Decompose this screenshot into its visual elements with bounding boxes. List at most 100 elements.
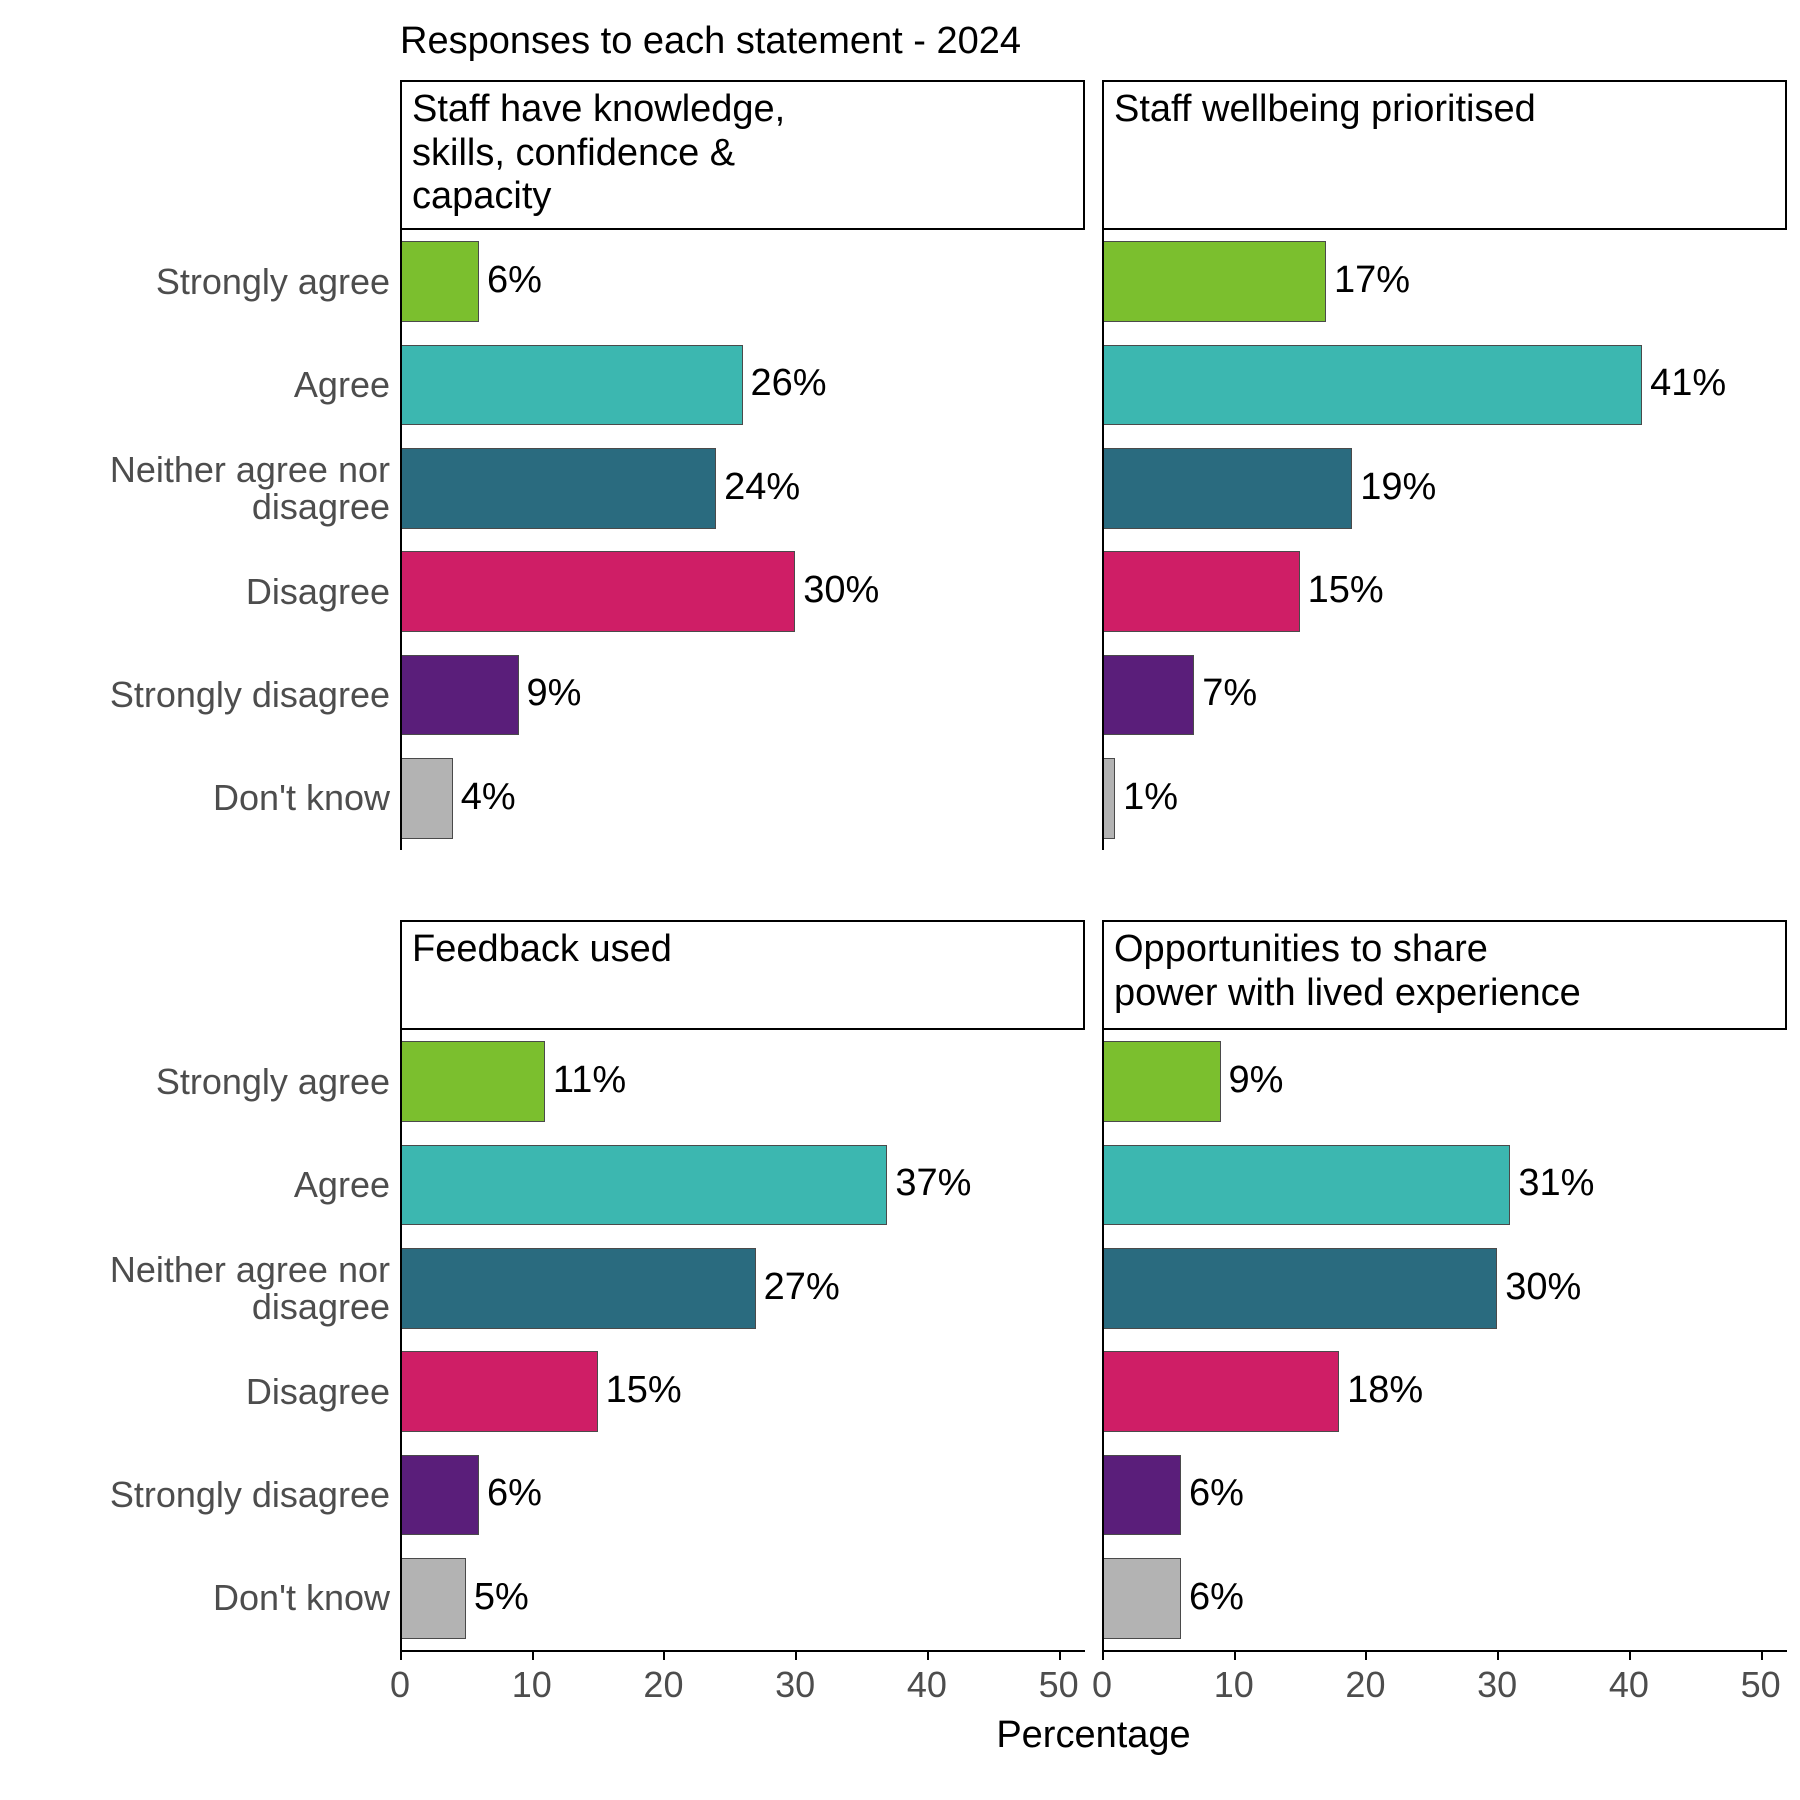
x-axis-tick <box>795 1650 797 1660</box>
x-axis-tick-label: 40 <box>1609 1664 1649 1706</box>
x-axis-tick-label: 30 <box>1477 1664 1517 1706</box>
x-axis-tick <box>1761 1650 1763 1660</box>
panel-strip-title: Staff have knowledge,skills, confidence … <box>412 88 785 219</box>
y-axis-category-label: Agree <box>40 366 390 404</box>
bar-value-label: 6% <box>487 1472 542 1515</box>
y-axis-line <box>400 1030 402 1650</box>
y-axis-category-label: Strongly agree <box>40 263 390 301</box>
bar <box>400 345 743 426</box>
panel-strip: Opportunities to sharepower with lived e… <box>1102 920 1787 1030</box>
panel-strip-title: Staff wellbeing prioritised <box>1114 88 1536 132</box>
y-axis-category-label: Neither agree nordisagree <box>40 1251 390 1327</box>
bar <box>400 655 519 736</box>
chart-title: Responses to each statement - 2024 <box>400 20 1021 63</box>
bar <box>400 1558 466 1639</box>
y-axis-category-label: Disagree <box>40 1373 390 1411</box>
bar-value-label: 41% <box>1650 362 1726 405</box>
panel-strip: Staff wellbeing prioritised <box>1102 80 1787 230</box>
bar-value-label: 17% <box>1334 259 1410 302</box>
x-axis-tick-label: 0 <box>1092 1664 1112 1706</box>
x-axis-tick-label: 0 <box>390 1664 410 1706</box>
x-axis-line <box>1102 1650 1787 1652</box>
bar <box>1102 1455 1181 1536</box>
chart-root: Responses to each statement - 2024 Strong… <box>0 0 1800 1800</box>
x-axis-tick <box>400 1650 402 1660</box>
bar <box>1102 551 1300 632</box>
panel-strip-title: Feedback used <box>412 928 672 972</box>
x-axis-tick <box>1059 1650 1061 1660</box>
plot-area: 9% 31% 30% 18% 6% 6% <box>1102 1030 1787 1650</box>
x-axis-tick-label: 10 <box>512 1664 552 1706</box>
y-axis-category-label: Strongly agree <box>40 1063 390 1101</box>
bar-value-label: 27% <box>764 1266 840 1309</box>
x-axis-tick <box>1102 1650 1104 1660</box>
bar-value-label: 15% <box>606 1369 682 1412</box>
x-axis-tick <box>1629 1650 1631 1660</box>
x-axis-tick <box>1365 1650 1367 1660</box>
x-axis-tick-label: 20 <box>643 1664 683 1706</box>
bar <box>400 241 479 322</box>
bar <box>400 1248 756 1329</box>
bar-value-label: 37% <box>895 1162 971 1205</box>
bar-value-label: 5% <box>474 1576 529 1619</box>
x-axis-tick-label: 20 <box>1345 1664 1385 1706</box>
bar-value-label: 4% <box>461 776 516 819</box>
y-axis-category-label: Disagree <box>40 573 390 611</box>
y-axis-category-label: Strongly disagree <box>40 1476 390 1514</box>
x-axis-tick <box>1497 1650 1499 1660</box>
panel-strip: Staff have knowledge,skills, confidence … <box>400 80 1085 230</box>
bar <box>1102 655 1194 736</box>
bar-value-label: 30% <box>1505 1266 1581 1309</box>
x-axis-tick-label: 50 <box>1039 1664 1079 1706</box>
bar <box>400 448 716 529</box>
bar-value-label: 26% <box>751 362 827 405</box>
y-axis-line <box>1102 230 1104 850</box>
y-axis-category-label: Neither agree nordisagree <box>40 451 390 527</box>
x-axis-tick <box>663 1650 665 1660</box>
bar <box>1102 448 1352 529</box>
bar-value-label: 7% <box>1202 672 1257 715</box>
y-axis-line <box>400 230 402 850</box>
bar-value-label: 9% <box>527 672 582 715</box>
y-axis-category-label: Don't know <box>40 1579 390 1617</box>
bar-value-label: 1% <box>1123 776 1178 819</box>
plot-area: 17% 41% 19% 15% 7% 1% <box>1102 230 1787 850</box>
bar-value-label: 6% <box>487 259 542 302</box>
bar-value-label: 30% <box>803 569 879 612</box>
x-axis-tick-label: 10 <box>1214 1664 1254 1706</box>
bar-value-label: 19% <box>1360 466 1436 509</box>
bar-value-label: 24% <box>724 466 800 509</box>
panel-strip: Feedback used <box>400 920 1085 1030</box>
x-axis-title: Percentage <box>400 1714 1787 1757</box>
bar-value-label: 6% <box>1189 1472 1244 1515</box>
x-axis-tick-label: 40 <box>907 1664 947 1706</box>
x-axis-tick <box>532 1650 534 1660</box>
y-axis-line <box>1102 1030 1104 1650</box>
bar-value-label: 18% <box>1347 1369 1423 1412</box>
bar <box>400 758 453 839</box>
bar-value-label: 9% <box>1229 1059 1284 1102</box>
x-axis-tick-label: 30 <box>775 1664 815 1706</box>
x-axis-tick <box>927 1650 929 1660</box>
bar-value-label: 6% <box>1189 1576 1244 1619</box>
plot-area: 6% 26% 24% 30% 9% 4% <box>400 230 1085 850</box>
bar <box>1102 1145 1510 1226</box>
bar <box>1102 1558 1181 1639</box>
bar-value-label: 15% <box>1308 569 1384 612</box>
x-axis-tick <box>1234 1650 1236 1660</box>
bar <box>400 1145 887 1226</box>
x-axis-line <box>400 1650 1085 1652</box>
y-axis-category-label: Agree <box>40 1166 390 1204</box>
plot-area: 11% 37% 27% 15% 6% 5% <box>400 1030 1085 1650</box>
bar-value-label: 11% <box>553 1059 626 1102</box>
bar <box>400 1351 598 1432</box>
bar <box>1102 1351 1339 1432</box>
bar-value-label: 31% <box>1518 1162 1594 1205</box>
panel-strip-title: Opportunities to sharepower with lived e… <box>1114 928 1581 1015</box>
bar <box>1102 1041 1221 1122</box>
bar <box>400 1455 479 1536</box>
bar <box>1102 1248 1497 1329</box>
x-axis-tick-label: 50 <box>1741 1664 1781 1706</box>
y-axis-category-label: Strongly disagree <box>40 676 390 714</box>
bar <box>400 551 795 632</box>
